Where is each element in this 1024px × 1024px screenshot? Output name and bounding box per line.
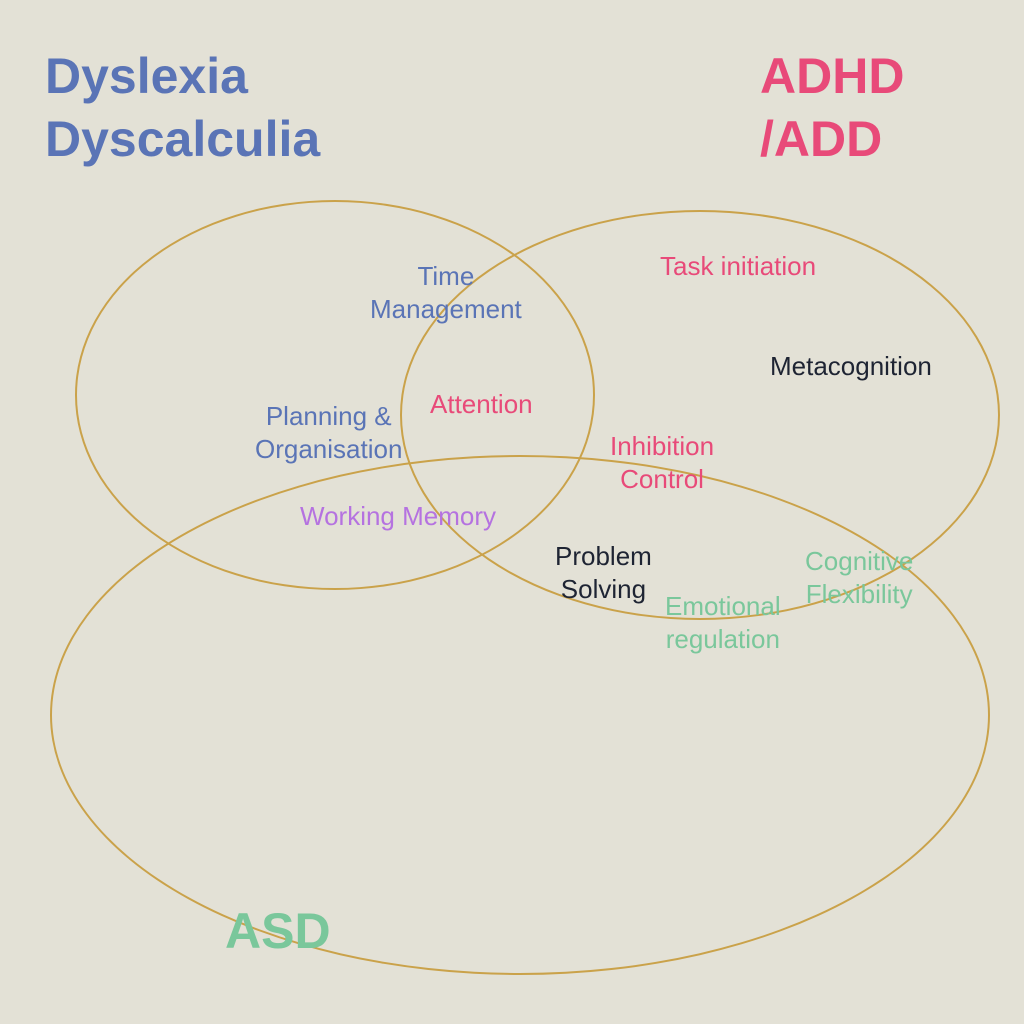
item-task-initiation: Task initiation: [660, 250, 816, 283]
venn-diagram: Dyslexia Dyscalculia ADHD /ADD ASD Time Man…: [0, 0, 1024, 1024]
item-working-memory: Working Memory: [300, 500, 496, 533]
title-asd: ASD: [225, 900, 331, 963]
item-metacognition: Metacognition: [770, 350, 932, 383]
item-time-management: Time Management: [370, 260, 522, 325]
item-cognitive-flexibility: Cognitive Flexibility: [805, 545, 913, 610]
item-inhibition-control: Inhibition Control: [610, 430, 714, 495]
item-planning-organisation: Planning & Organisation: [255, 400, 402, 465]
title-dyslexia: Dyslexia Dyscalculia: [45, 45, 320, 170]
item-problem-solving: Problem Solving: [555, 540, 652, 605]
title-adhd: ADHD /ADD: [760, 45, 904, 170]
asd-ellipse: [50, 455, 990, 975]
item-emotional-regulation: Emotional regulation: [665, 590, 781, 655]
item-attention: Attention: [430, 388, 533, 421]
